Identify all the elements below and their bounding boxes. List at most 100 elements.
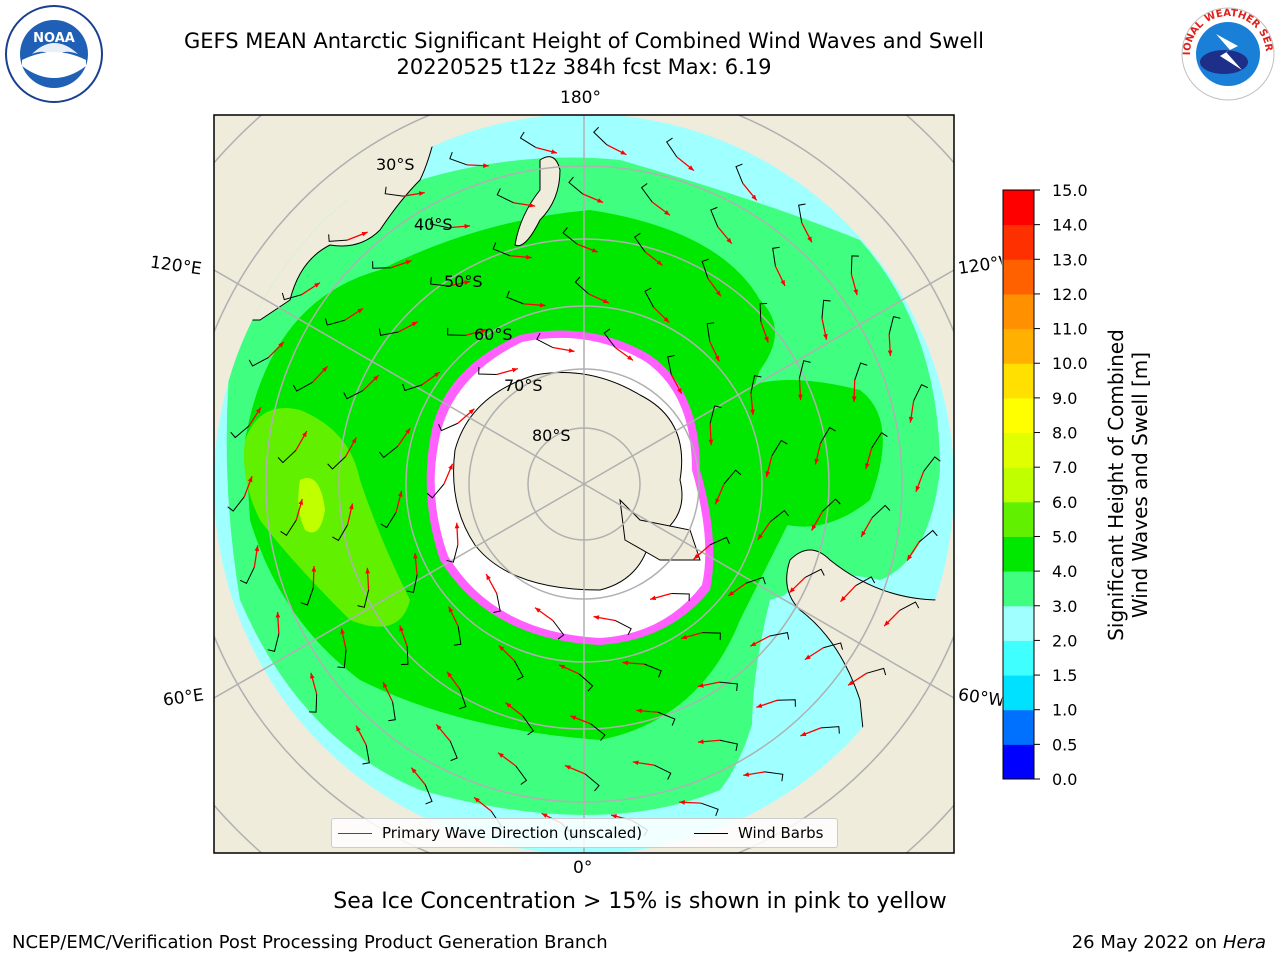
wind-barb [719, 739, 739, 751]
wind-barb [384, 186, 404, 197]
wind-barb [372, 261, 391, 269]
colorbar-segment [1003, 397, 1034, 434]
wind-barb [798, 203, 806, 224]
wind-barb [429, 217, 449, 229]
wave-direction-arrowhead [728, 590, 735, 596]
legend-item-wave: Primary Wave Direction (unscaled) [338, 824, 642, 842]
wind-barb [823, 642, 844, 650]
wind-barb [709, 536, 730, 546]
colorbar-segment [1003, 224, 1034, 260]
wind-barb [590, 723, 606, 741]
wind-barb [769, 632, 790, 640]
wind-barb [854, 362, 868, 381]
wind-barb [478, 367, 497, 376]
colorbar-tick-label: 2.0 [1052, 631, 1077, 650]
wave-direction-arrowhead [884, 620, 890, 627]
colorbar-label: Significant Height of Combined Wind Wave… [1104, 329, 1152, 641]
colorbar-tick-label: 14.0 [1052, 216, 1088, 235]
wave-direction-arrowhead [464, 224, 471, 229]
wind-barb [267, 633, 280, 652]
lat-label-70s: 70°S [504, 376, 543, 395]
wind-barb [449, 151, 467, 166]
wind-barb [644, 287, 654, 308]
wave-direction-arrowhead [681, 634, 688, 640]
wave-direction-arrowhead [851, 396, 857, 403]
wave-direction-arrowhead [373, 375, 379, 381]
wind-barb [822, 498, 841, 512]
wave-direction-arrowhead [807, 236, 812, 243]
wave-direction-arrowhead [811, 524, 817, 531]
wind-barb [798, 360, 811, 379]
wind-barb [568, 176, 584, 195]
wave-direction-arrowhead [486, 574, 491, 581]
wave-direction-arrowhead [861, 530, 866, 537]
wind-barb [327, 456, 346, 470]
wind-barb [453, 626, 462, 646]
sea-ice-note: Sea Ice Concentration > 15% is shown in … [333, 889, 947, 914]
wave-direction-arrowhead [688, 165, 694, 171]
colorbar-segment [1003, 501, 1034, 537]
wind-barb [281, 292, 302, 301]
wave-direction-arrowhead [468, 408, 475, 415]
wave-direction-arrowhead [750, 409, 755, 416]
wind-barb [671, 592, 690, 601]
wind-barb [239, 566, 255, 585]
wave-direction-arrowhead [620, 150, 627, 155]
wind-barb [666, 137, 678, 158]
wave-direction-arrowhead [254, 545, 260, 552]
wave-direction-arrowhead [697, 739, 704, 744]
chart-subtitle: 20220525 t12z 384h fcst Max: 6.19 [396, 55, 772, 79]
wind-barb [750, 374, 762, 394]
colorbar-tick-label: 7.0 [1052, 458, 1077, 477]
wind-barb [701, 258, 709, 279]
wave-direction-arrowhead [383, 682, 388, 689]
map-legend: Primary Wave Direction (unscaled) Wind B… [331, 818, 838, 848]
wave-direction-arrowhead [800, 731, 807, 737]
wave-direction-arrowhead [357, 308, 364, 314]
wave-and-wind-vectors [227, 126, 941, 842]
wave-direction-arrowhead [351, 437, 357, 444]
wind-barb [522, 715, 535, 736]
colorbar-segment [1003, 363, 1034, 399]
colorbar-segment [1003, 675, 1034, 711]
wave-direction-arrowhead [751, 194, 757, 201]
wave-direction-arrowhead [399, 625, 404, 632]
wind-barb [357, 589, 370, 608]
colorbar-tick-label: 10.0 [1052, 354, 1088, 373]
wave-direction-arrowhead [591, 247, 598, 253]
lat-label-80s: 80°S [532, 426, 571, 445]
colorbar-segment [1003, 190, 1034, 226]
wave-direction-arrowhead [474, 797, 480, 803]
colorbar-segment [1003, 605, 1034, 641]
wave-direction-arrowhead [483, 163, 489, 168]
wave-direction-arrowhead [848, 680, 854, 686]
wind-barb [378, 445, 399, 459]
wave-direction-arrowhead [743, 772, 750, 777]
wind-barb [328, 234, 348, 242]
wind-barb [332, 524, 348, 542]
colorbar-tick-label: 5.0 [1052, 527, 1077, 546]
wave-direction-arrowhead [636, 708, 642, 714]
wind-barb [871, 432, 888, 449]
wave-direction-arrowhead [697, 683, 704, 688]
wind-barb [496, 188, 514, 204]
wave-direction-arrowhead [780, 279, 785, 286]
wind-barb [899, 601, 920, 611]
colorbar-segment [1003, 709, 1034, 745]
colorbar-segment [1003, 259, 1034, 295]
wave-direction-arrowhead [255, 407, 261, 414]
map-frame [213, 114, 955, 854]
colorbar-segment [1003, 571, 1034, 607]
wave-direction-arrowhead [908, 416, 914, 423]
colorbar-segment [1003, 744, 1034, 780]
wave-direction-arrowhead [551, 149, 557, 154]
wave-direction-arrowhead [298, 498, 303, 505]
wind-barb [324, 318, 345, 326]
wave-direction-arrowhead [436, 724, 442, 731]
wind-barb [667, 355, 675, 375]
colorbar-tick-label: 3.0 [1052, 597, 1077, 616]
wind-barb [850, 255, 859, 274]
colorbar-segment [1003, 293, 1034, 330]
noaa-logo-icon: NOAA [2, 4, 106, 108]
lat-label-50s: 50°S [444, 272, 483, 291]
